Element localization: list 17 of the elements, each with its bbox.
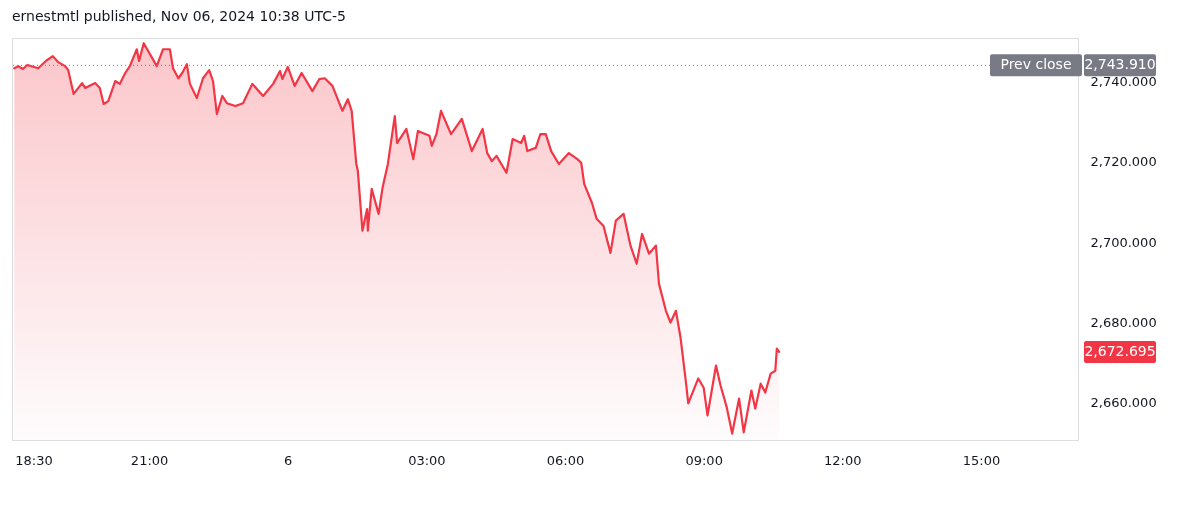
x-tick-label: 6 bbox=[284, 452, 293, 468]
text: 2,672.695 bbox=[1084, 342, 1156, 359]
y-tick-label: 2,680.000 bbox=[1090, 315, 1157, 330]
chart-title: ernestmtl published, Nov 06, 2024 10:38 UTC-5 bbox=[12, 8, 346, 24]
y-tick-label: 2,720.000 bbox=[1090, 154, 1157, 170]
x-tick-label: 09:00 bbox=[685, 452, 723, 468]
text: 2,743.910 bbox=[1084, 56, 1156, 73]
y-tick-label: 2,700.000 bbox=[1090, 234, 1157, 250]
ref-line-label: Prev close bbox=[1000, 56, 1072, 73]
x-tick-label: 21:00 bbox=[130, 452, 169, 468]
y-tick-label: 2,660.000 bbox=[1090, 395, 1157, 411]
y-tick-label: 2,740.000 bbox=[1090, 73, 1157, 89]
x-tick-label: 18:30 bbox=[15, 452, 53, 468]
x-tick-label: 03:00 bbox=[408, 452, 446, 468]
x-tick-label: 15:00 bbox=[962, 452, 1001, 468]
x-tick-label: 06:00 bbox=[546, 452, 585, 468]
x-tick-label: 12:00 bbox=[824, 452, 862, 468]
